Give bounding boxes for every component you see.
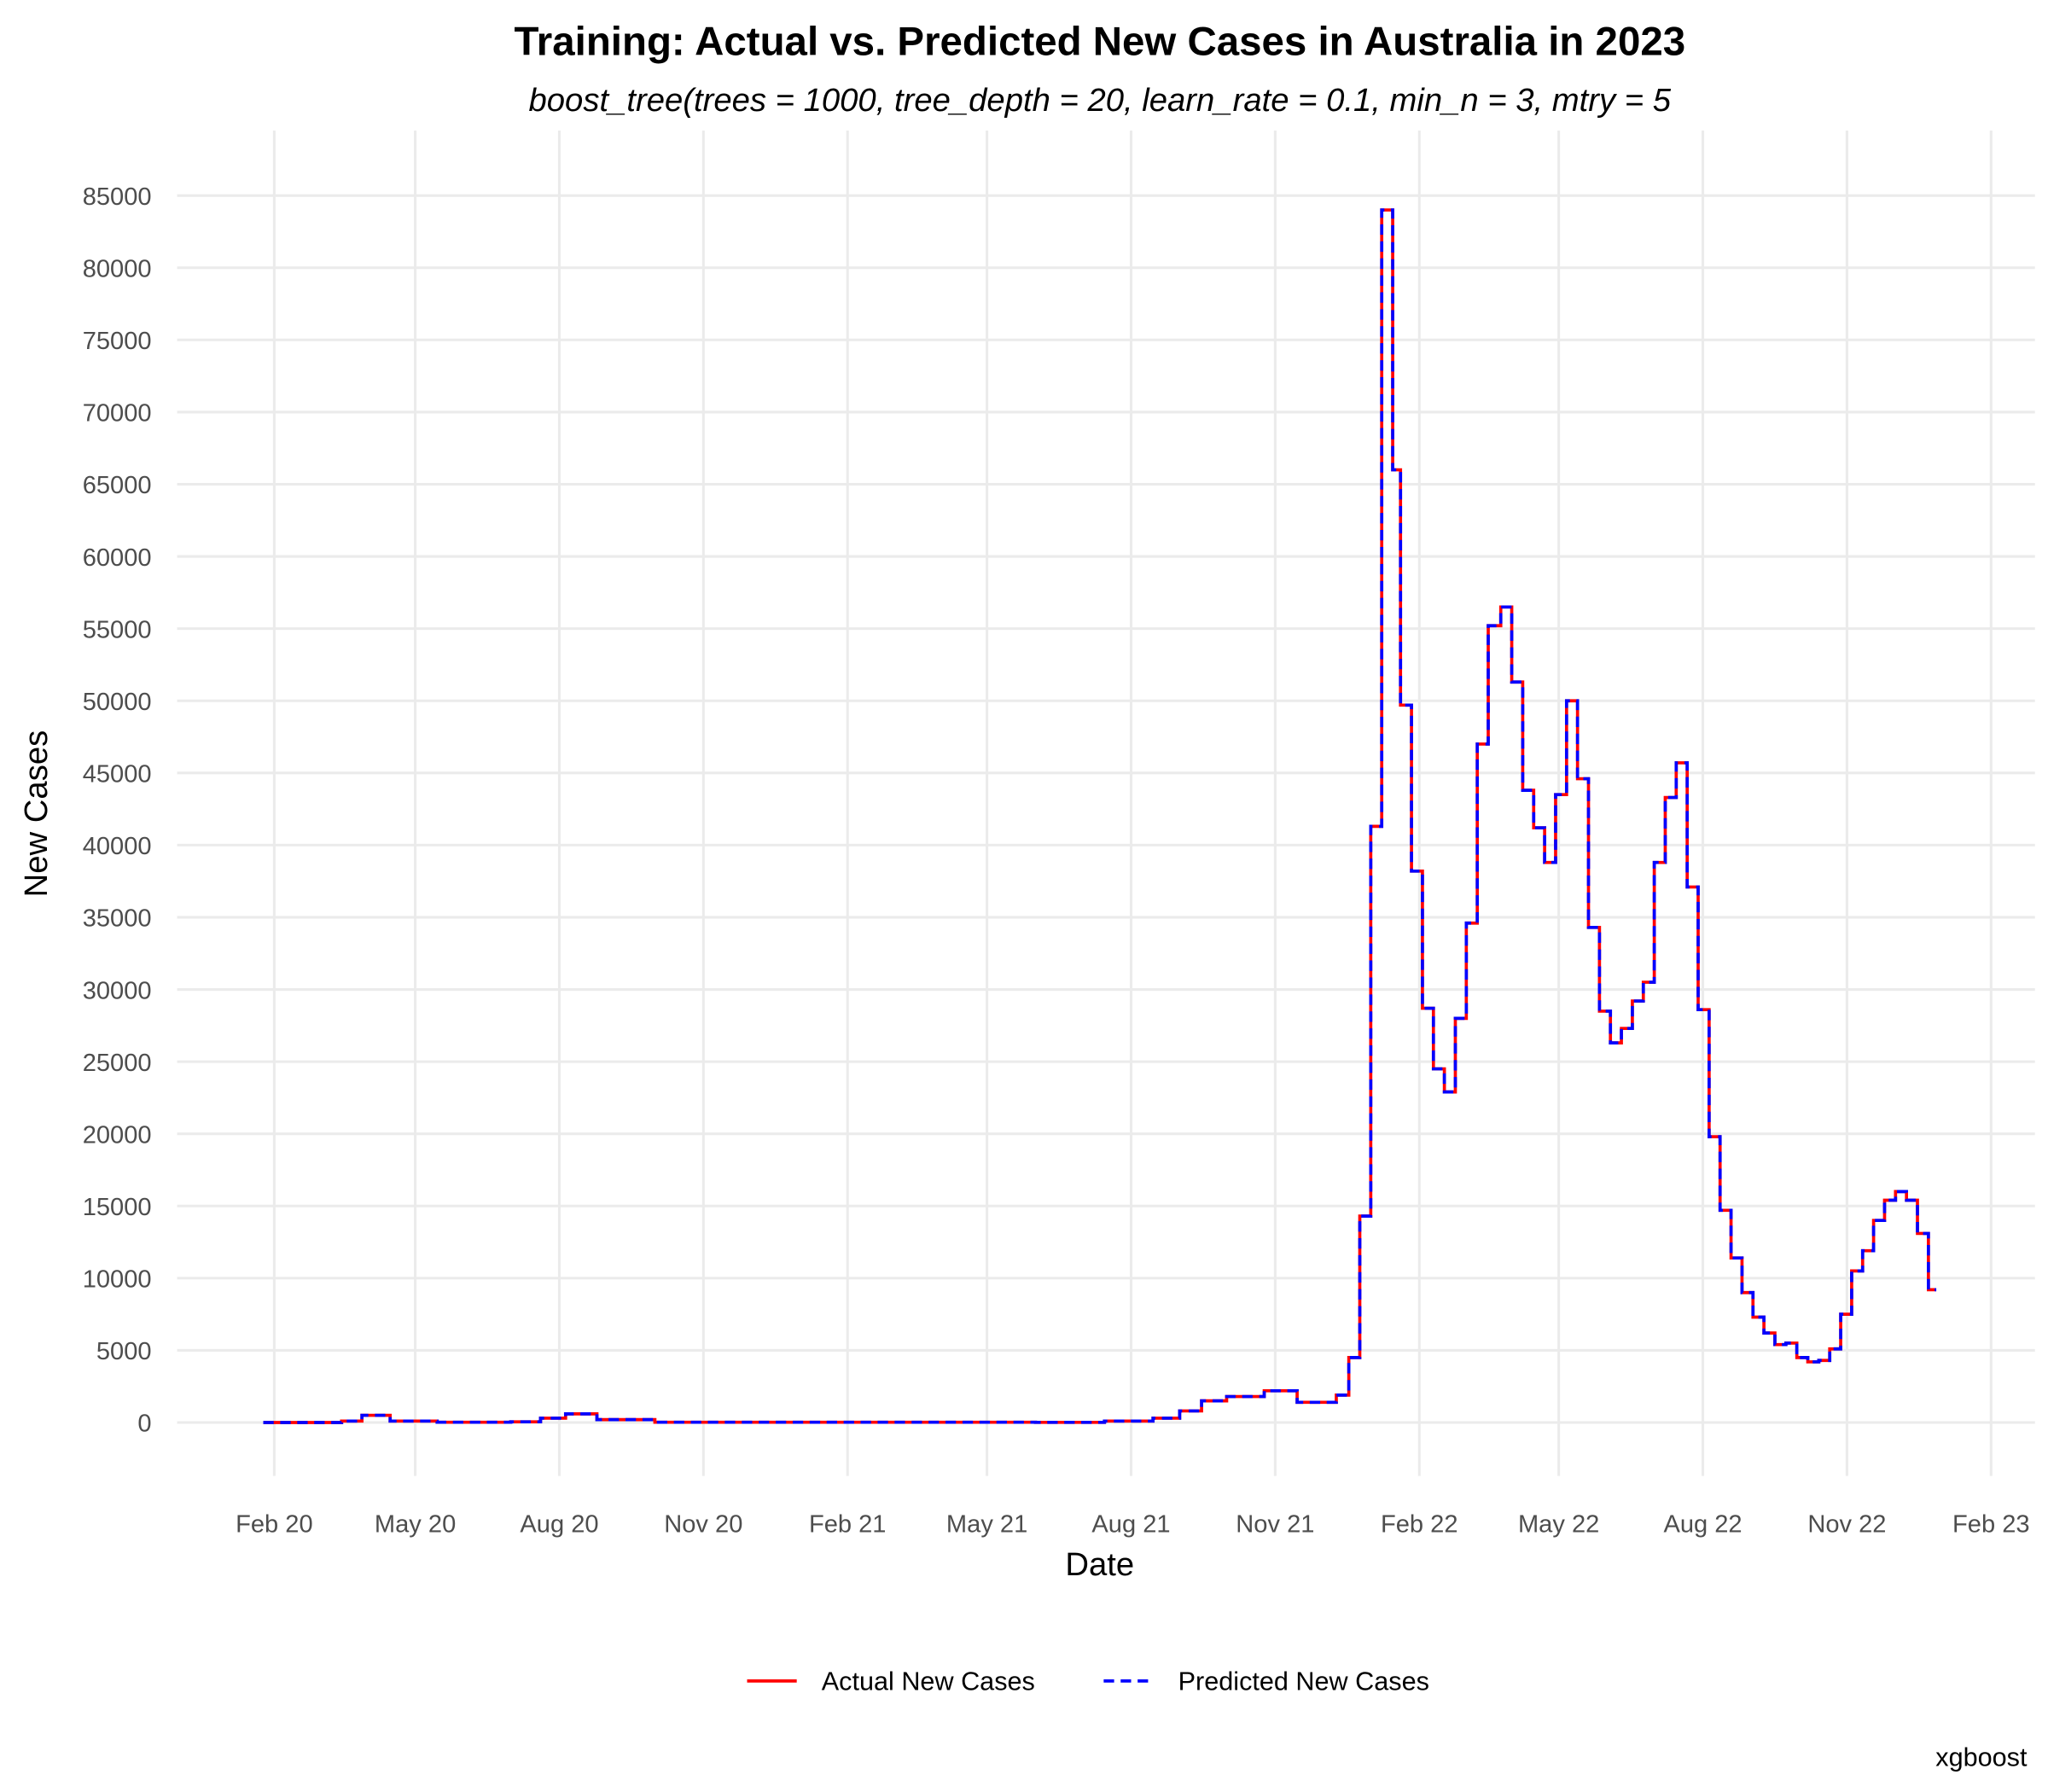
x-tick-label: May 22	[1518, 1510, 1599, 1538]
y-tick-label: 50000	[83, 689, 152, 716]
x-tick-label: Nov 20	[664, 1510, 742, 1538]
y-tick-label: 10000	[83, 1266, 152, 1294]
y-tick-label: 85000	[83, 183, 152, 211]
legend-label: Predicted New Cases	[1178, 1667, 1429, 1696]
y-tick-label: 65000	[83, 472, 152, 499]
x-tick-label: Aug 20	[520, 1510, 598, 1538]
y-tick-label: 30000	[83, 977, 152, 1004]
y-tick-label: 0	[137, 1411, 151, 1438]
legend-label: Actual New Cases	[822, 1667, 1035, 1696]
x-tick-label: May 20	[375, 1510, 456, 1538]
y-tick-label: 75000	[83, 328, 152, 355]
y-tick-label: 40000	[83, 833, 152, 860]
y-tick-label: 55000	[83, 616, 152, 643]
y-axis-label: New Cases	[18, 730, 55, 898]
y-tick-label: 5000	[96, 1338, 152, 1365]
series-line	[263, 208, 1937, 1424]
chart-subtitle: boost_tree(trees = 1000, tree_depth = 20…	[529, 82, 1672, 119]
x-tick-label: Aug 21	[1091, 1510, 1170, 1538]
x-tick-label: Feb 23	[1952, 1510, 2030, 1538]
y-tick-label: 20000	[83, 1121, 152, 1149]
series-line	[263, 208, 1937, 1424]
y-tick-label: 70000	[83, 400, 152, 428]
x-tick-label: Feb 20	[236, 1510, 313, 1538]
y-tick-label: 35000	[83, 905, 152, 933]
x-tick-label: Feb 22	[1381, 1510, 1458, 1538]
x-tick-label: Feb 21	[809, 1510, 887, 1538]
y-tick-label: 60000	[83, 544, 152, 572]
y-tick-label: 15000	[83, 1194, 152, 1221]
y-tick-label: 25000	[83, 1050, 152, 1077]
chart-title: Training: Actual vs. Predicted New Cases…	[514, 19, 1685, 64]
x-tick-label: Nov 22	[1807, 1510, 1886, 1538]
x-tick-label: Aug 22	[1663, 1510, 1742, 1538]
y-tick-label: 80000	[83, 255, 152, 282]
y-tick-label: 45000	[83, 761, 152, 788]
x-tick-label: May 21	[946, 1510, 1027, 1538]
caption: xgboost	[1935, 1743, 2028, 1772]
x-axis-label: Date	[1065, 1546, 1134, 1583]
x-tick-label: Nov 21	[1236, 1510, 1314, 1538]
